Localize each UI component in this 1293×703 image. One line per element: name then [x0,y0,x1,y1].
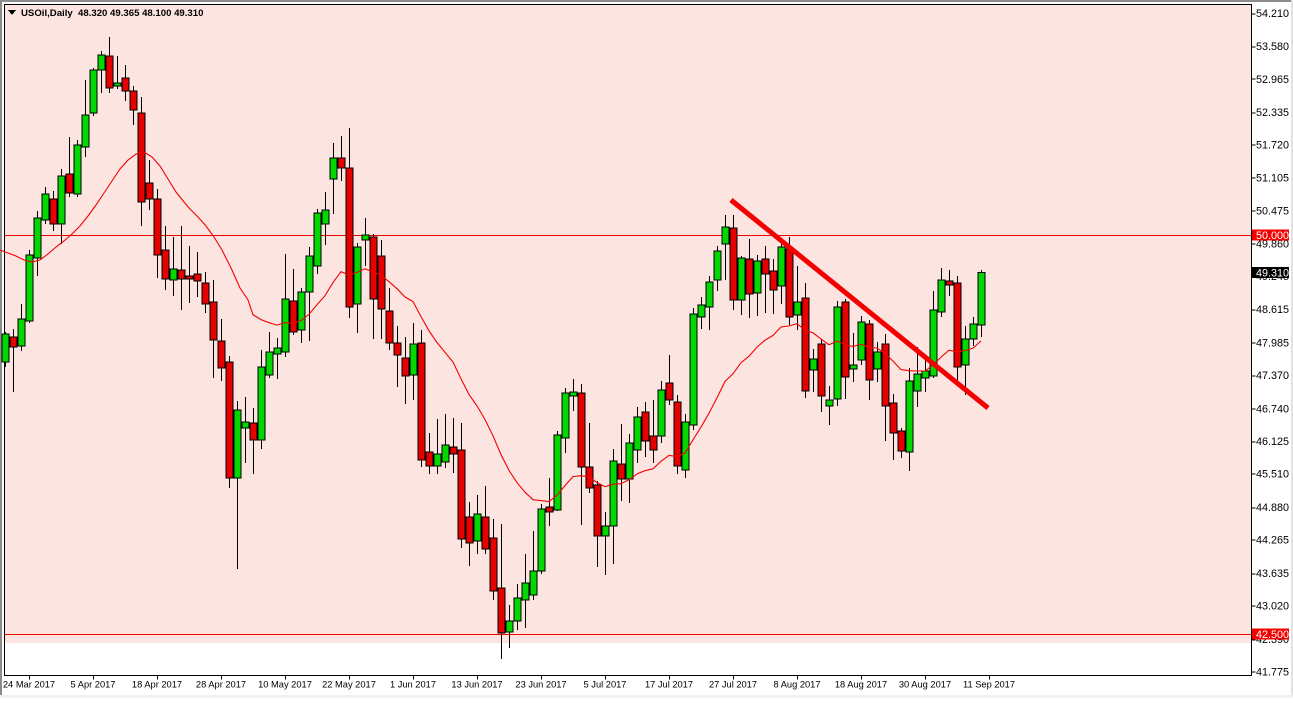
svg-text:44.265: 44.265 [1256,535,1289,547]
svg-text:46.740: 46.740 [1256,404,1289,416]
svg-text:54.210: 54.210 [1256,8,1289,20]
svg-text:49.860: 49.860 [1256,238,1289,250]
svg-text:51.720: 51.720 [1256,140,1289,152]
svg-text:46.125: 46.125 [1256,436,1289,448]
svg-text:17 Jul 2017: 17 Jul 2017 [645,680,693,690]
svg-text:24 Mar 2017: 24 Mar 2017 [3,680,55,690]
svg-text:52.965: 52.965 [1256,74,1289,86]
svg-text:18 Aug 2017: 18 Aug 2017 [835,680,887,690]
svg-text:44.880: 44.880 [1256,502,1289,514]
svg-text:50.475: 50.475 [1256,206,1289,218]
svg-text:23 Jun 2017: 23 Jun 2017 [515,680,566,690]
svg-text:51.105: 51.105 [1256,172,1289,184]
svg-text:50.000: 50.000 [1256,230,1289,242]
svg-text:53.580: 53.580 [1256,41,1289,53]
svg-text:42.500: 42.500 [1256,629,1289,641]
svg-text:48.615: 48.615 [1256,304,1289,316]
svg-text:USOil,Daily 48.320 49.365 48.: USOil,Daily 48.320 49.365 48.100 49.310 [21,8,203,19]
svg-text:18 Apr 2017: 18 Apr 2017 [132,680,182,690]
svg-text:28 Apr 2017: 28 Apr 2017 [196,680,246,690]
svg-text:13 Jun 2017: 13 Jun 2017 [451,680,502,690]
svg-text:11 Sep 2017: 11 Sep 2017 [963,680,1015,690]
svg-text:41.775: 41.775 [1256,667,1289,679]
svg-text:49.310: 49.310 [1256,267,1289,279]
svg-text:52.335: 52.335 [1256,107,1289,119]
svg-text:45.510: 45.510 [1256,469,1289,481]
svg-text:8 Aug 2017: 8 Aug 2017 [773,680,820,690]
svg-text:22 May 2017: 22 May 2017 [322,680,376,690]
svg-text:5 Apr 2017: 5 Apr 2017 [71,680,116,690]
svg-text:43.635: 43.635 [1256,568,1289,580]
svg-text:10 May 2017: 10 May 2017 [258,680,312,690]
svg-text:30 Aug 2017: 30 Aug 2017 [899,680,951,690]
svg-text:43.020: 43.020 [1256,601,1289,613]
svg-text:5 Jul 2017: 5 Jul 2017 [584,680,627,690]
svg-text:1 Jun 2017: 1 Jun 2017 [390,680,436,690]
svg-text:47.370: 47.370 [1256,370,1289,382]
svg-text:27 Jul 2017: 27 Jul 2017 [709,680,757,690]
svg-text:47.985: 47.985 [1256,338,1289,350]
